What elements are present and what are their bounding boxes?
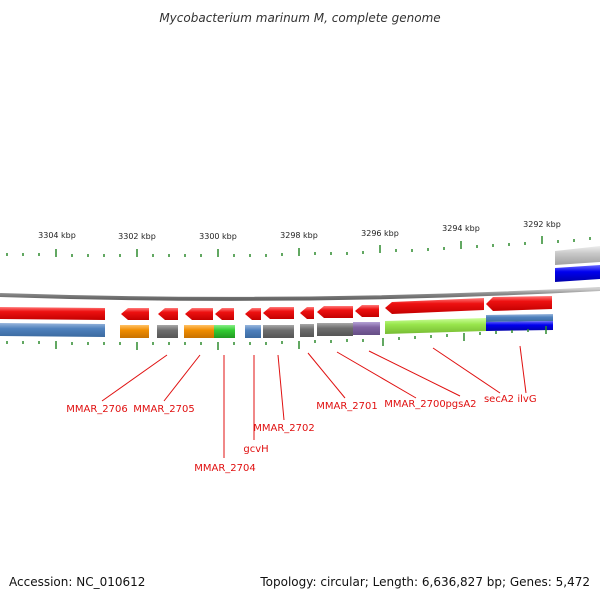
gene-feature [184, 325, 214, 338]
ruler-label: 3304 kbp [38, 231, 76, 240]
gene-feature [120, 325, 149, 338]
cds-arrow [486, 296, 552, 311]
cds-arrow [245, 308, 261, 320]
gene-feature-blue [555, 265, 600, 282]
cds-arrow [185, 308, 213, 320]
cds-arrow [215, 308, 234, 320]
gene-label: MMAR_2701 [316, 401, 378, 412]
gene-label: MMAR_2706 [66, 404, 128, 415]
cds-arrow [355, 305, 379, 317]
cds-arrow [263, 307, 294, 319]
gene-label: MMAR_2702 [253, 423, 315, 434]
cds-arrow [317, 306, 353, 318]
gene-feature [317, 323, 353, 336]
gene-feature [245, 325, 261, 338]
cds-arrow [121, 308, 149, 320]
gene-feature [385, 318, 486, 334]
gene-label: secA2 [484, 394, 514, 405]
gene-label: MMAR_2704 [194, 463, 256, 474]
genome-backbone [0, 287, 600, 301]
cds-arrow [158, 308, 178, 320]
gene-feature [353, 322, 380, 335]
ruler-label: 3296 kbp [361, 229, 399, 238]
ruler-label: 3300 kbp [199, 232, 237, 241]
upper-ruler-ticks [6, 236, 591, 257]
gene-feature [300, 324, 314, 337]
cds-arrow [385, 298, 484, 314]
gene-label: ilvG [517, 394, 536, 405]
ruler-label: 3298 kbp [280, 231, 318, 240]
gene-label: pgsA2 [445, 399, 476, 410]
gene-label: MMAR_2700 [384, 399, 446, 410]
lower-ruler-ticks [6, 326, 547, 350]
cds-arrow [0, 307, 105, 320]
cds-track [0, 296, 552, 320]
feature-track [0, 314, 553, 338]
ruler-label: 3302 kbp [118, 232, 156, 241]
gene-label: gcvH [243, 444, 268, 455]
map-title: Mycobacterium marinum M, complete genome [159, 11, 440, 25]
ruler-label: 3292 kbp [523, 220, 561, 229]
gene-feature [0, 323, 105, 337]
cds-arrow [300, 307, 314, 319]
label-leaders [101, 345, 527, 458]
gene-feature-lightgray [555, 246, 600, 265]
ruler-label: 3294 kbp [442, 224, 480, 233]
gene-feature [263, 325, 294, 338]
gene-feature [214, 325, 235, 338]
gene-label: MMAR_2705 [133, 404, 195, 415]
genome-summary-text: Topology: circular; Length: 6,636,827 bp… [259, 575, 590, 589]
accession-text: Accession: NC_010612 [9, 575, 145, 589]
gene-feature [486, 321, 553, 331]
gene-feature [157, 325, 178, 338]
gene-feature [486, 314, 553, 322]
